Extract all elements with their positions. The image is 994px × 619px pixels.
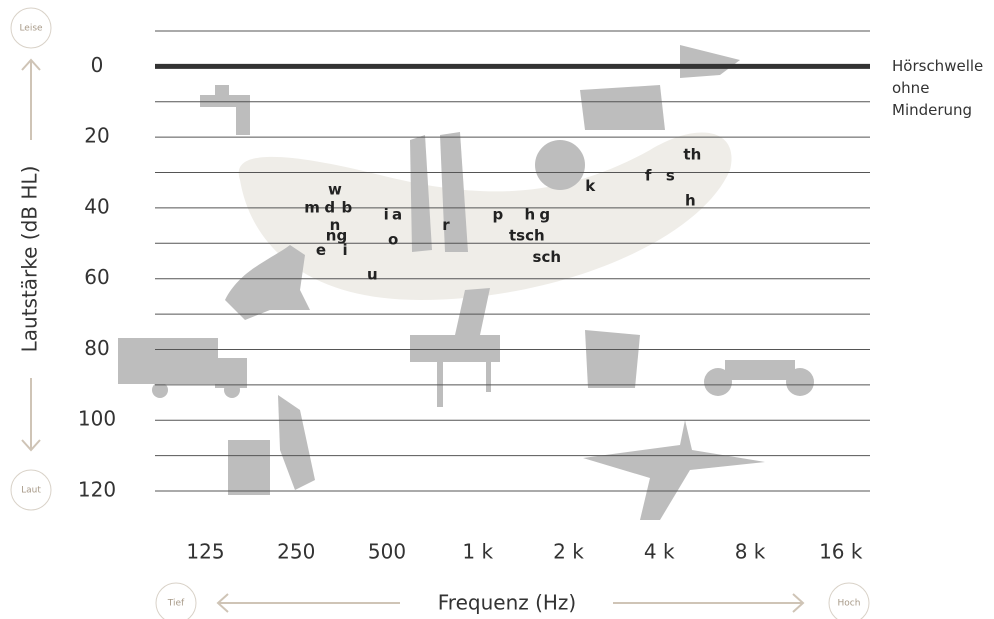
x-tick-label: 2 k: [553, 540, 584, 564]
corner-label: Hoch: [838, 599, 861, 609]
threshold-label: Minderung: [892, 101, 972, 119]
speech-sound: s: [666, 167, 675, 185]
speech-sound: a: [392, 206, 402, 224]
arrows: [21, 58, 805, 613]
x-tick-label: 500: [368, 540, 406, 564]
speech-sound: b: [341, 198, 352, 216]
speech-sound: h: [524, 206, 535, 224]
speech-sound: h: [685, 191, 696, 209]
speech-sound: k: [585, 177, 596, 195]
speech-sound: n: [330, 216, 341, 234]
speech-sound: tsch: [509, 227, 545, 245]
x-tick-label: 250: [277, 540, 315, 564]
x-tick-label: 1 k: [462, 540, 493, 564]
speech-sound: w: [328, 181, 342, 199]
corner-label: Laut: [21, 486, 41, 496]
speech-sound: sch: [533, 248, 562, 266]
y-tick-label: 120: [78, 478, 116, 502]
speech-sound: ng: [326, 227, 347, 245]
speech-sound: o: [388, 230, 398, 248]
speech-sound: u: [367, 266, 378, 284]
y-axis-label: Lautstärke (dB HL): [18, 166, 42, 353]
x-tick-label: 125: [186, 540, 224, 564]
y-tick-label: 80: [84, 336, 109, 360]
corner-badges: [10, 7, 870, 619]
speech-sound: th: [683, 145, 701, 163]
y-tick-label: 0: [91, 53, 104, 77]
speech-sound: d: [324, 198, 335, 216]
y-tick-label: 40: [84, 194, 109, 218]
corner-label: Tief: [167, 599, 185, 609]
speech-sound: m: [304, 198, 320, 216]
speech-sound: r: [442, 216, 450, 234]
threshold-label: ohne: [892, 79, 929, 97]
speech-sound: i: [343, 241, 348, 259]
x-tick-label: 8 k: [735, 540, 766, 564]
threshold-label: Hörschwelle: [892, 57, 983, 75]
x-axis-label: Frequenz (Hz): [438, 591, 577, 615]
y-tick-label: 100: [78, 407, 116, 431]
y-tick-label: 20: [84, 124, 109, 148]
y-tick-label: 60: [84, 265, 109, 289]
x-tick-label: 4 k: [644, 540, 675, 564]
speech-sound: i: [384, 206, 389, 224]
speech-banana: [238, 132, 732, 300]
speech-sound: f: [645, 167, 652, 185]
corner-label: Leise: [19, 24, 43, 34]
speech-sound: p: [492, 206, 503, 224]
x-tick-label: 16 k: [819, 540, 863, 564]
speech-sound: g: [539, 206, 550, 224]
speech-sound: e: [316, 241, 326, 259]
